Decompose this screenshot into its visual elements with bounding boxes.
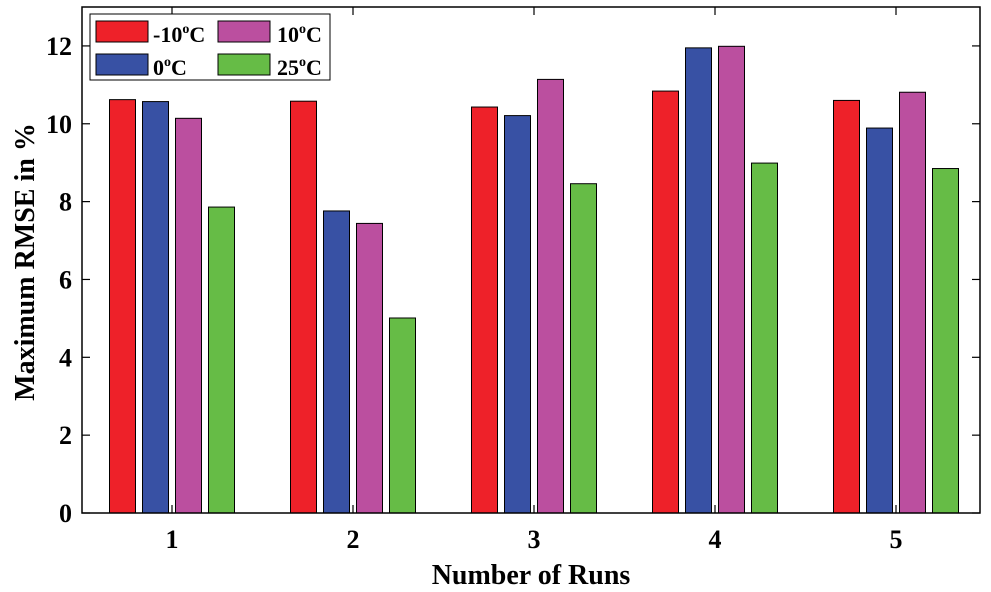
legend-label-10C: 10oC (277, 22, 322, 47)
legend-label-25C: 25oC (277, 55, 322, 80)
bar-25C-run-5 (932, 168, 959, 514)
bar-10C-run-1 (175, 117, 202, 514)
legend-swatch--10C (95, 20, 149, 43)
plot-area-frame (81, 6, 981, 514)
legend-swatch-10C (217, 20, 271, 43)
legend-swatch-0C (95, 53, 149, 76)
bar-10C-run-3 (537, 78, 564, 514)
bar-25C-run-1 (208, 206, 235, 514)
y-tick-label: 8 (59, 188, 72, 217)
y-axis-title: Maximum RMSE in % (10, 123, 41, 401)
bar-0C-run-4 (685, 47, 712, 514)
bar-0C-run-2 (323, 210, 350, 514)
bar-25C-run-4 (751, 162, 778, 514)
bar-10C-run-2 (356, 222, 383, 514)
y-axis: 0 2 4 6 8 10 12 (46, 32, 980, 528)
x-tick-label: 1 (166, 525, 179, 554)
x-tick-label: 4 (709, 525, 722, 554)
bar--10C-run-4 (652, 90, 679, 514)
bar-0C-run-1 (142, 101, 169, 514)
bar-25C-run-3 (570, 183, 597, 514)
y-tick-label: 4 (59, 343, 72, 372)
bar-0C-run-5 (866, 127, 893, 514)
y-tick-label: 10 (46, 110, 72, 139)
bar-10C-run-5 (899, 91, 926, 514)
x-tick-label: 2 (347, 525, 360, 554)
y-tick-label: 6 (59, 265, 72, 294)
legend-label-0C: 0oC (153, 55, 187, 80)
legend-swatch-25C (217, 53, 271, 76)
bar--10C-run-5 (833, 99, 860, 514)
y-tick-label: 12 (46, 32, 72, 61)
legend-label--10C: -10oC (153, 22, 205, 47)
x-axis: 1 2 3 4 5 (166, 7, 903, 554)
bars-layer (109, 45, 959, 514)
legend: -10oC 10oC 0oC 25oC (89, 13, 331, 81)
x-tick-label: 3 (528, 525, 541, 554)
x-axis-title: Number of Runs (432, 560, 631, 591)
bar-0C-run-3 (504, 115, 531, 514)
y-tick-label: 0 (59, 499, 72, 528)
bar-25C-run-2 (389, 317, 416, 514)
bar-10C-run-4 (718, 45, 745, 514)
bar--10C-run-2 (290, 100, 317, 514)
bar--10C-run-1 (109, 99, 136, 514)
bar--10C-run-3 (471, 106, 498, 514)
y-tick-label: 2 (59, 421, 72, 450)
x-tick-label: 5 (890, 525, 903, 554)
